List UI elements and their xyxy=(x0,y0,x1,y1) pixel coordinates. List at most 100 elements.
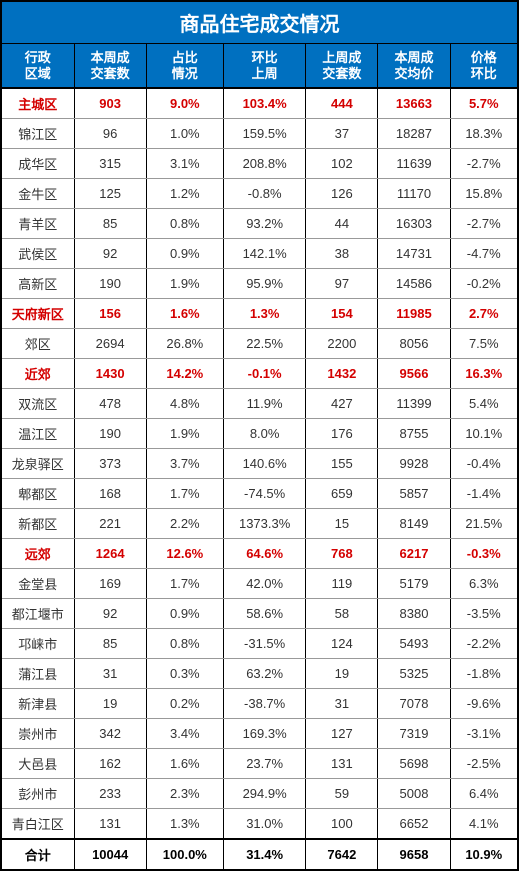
cell: 1.9% xyxy=(146,419,223,449)
cell: 崇州市 xyxy=(2,719,74,749)
cell: 1.3% xyxy=(223,299,305,329)
table-row: 金堂县1691.7%42.0%11951796.3% xyxy=(2,569,517,599)
cell: 38 xyxy=(306,239,378,269)
cell: 102 xyxy=(306,149,378,179)
cell: 14.2% xyxy=(146,359,223,389)
cell: -38.7% xyxy=(223,689,305,719)
cell: 大邑县 xyxy=(2,749,74,779)
total-cell: 10044 xyxy=(74,839,146,869)
cell: 10.1% xyxy=(450,419,517,449)
cell: 4.1% xyxy=(450,809,517,840)
col-header-4: 上周成交套数 xyxy=(306,44,378,88)
cell: 11.9% xyxy=(223,389,305,419)
table-row: 高新区1901.9%95.9%9714586-0.2% xyxy=(2,269,517,299)
cell: 武侯区 xyxy=(2,239,74,269)
cell: 93.2% xyxy=(223,209,305,239)
col-header-5: 本周成交均价 xyxy=(378,44,450,88)
cell: 1264 xyxy=(74,539,146,569)
cell: 5698 xyxy=(378,749,450,779)
cell: 郫都区 xyxy=(2,479,74,509)
cell: 19 xyxy=(74,689,146,719)
cell: 1373.3% xyxy=(223,509,305,539)
cell: 5008 xyxy=(378,779,450,809)
table-row: 远郊126412.6%64.6%7686217-0.3% xyxy=(2,539,517,569)
cell: 92 xyxy=(74,599,146,629)
cell: 郊区 xyxy=(2,329,74,359)
cell: 金堂县 xyxy=(2,569,74,599)
cell: 44 xyxy=(306,209,378,239)
table-title: 商品住宅成交情况 xyxy=(2,2,517,44)
cell: 169.3% xyxy=(223,719,305,749)
cell: 1.7% xyxy=(146,569,223,599)
cell: 5325 xyxy=(378,659,450,689)
cell: 58 xyxy=(306,599,378,629)
cell: 7.5% xyxy=(450,329,517,359)
table-row: 成华区3153.1%208.8%10211639-2.7% xyxy=(2,149,517,179)
cell: 119 xyxy=(306,569,378,599)
cell: 6652 xyxy=(378,809,450,840)
table-row: 郫都区1681.7%-74.5%6595857-1.4% xyxy=(2,479,517,509)
cell: 15.8% xyxy=(450,179,517,209)
cell: 1.9% xyxy=(146,269,223,299)
table-row: 郊区269426.8%22.5%220080567.5% xyxy=(2,329,517,359)
cell: 11985 xyxy=(378,299,450,329)
cell: 19 xyxy=(306,659,378,689)
cell: 双流区 xyxy=(2,389,74,419)
table-row: 金牛区1251.2%-0.8%1261117015.8% xyxy=(2,179,517,209)
cell: 95.9% xyxy=(223,269,305,299)
cell: 168 xyxy=(74,479,146,509)
cell: -0.8% xyxy=(223,179,305,209)
cell: 都江堰市 xyxy=(2,599,74,629)
cell: 162 xyxy=(74,749,146,779)
cell: 233 xyxy=(74,779,146,809)
cell: 温江区 xyxy=(2,419,74,449)
cell: 126 xyxy=(306,179,378,209)
total-cell: 10.9% xyxy=(450,839,517,869)
cell: 127 xyxy=(306,719,378,749)
cell: 315 xyxy=(74,149,146,179)
total-cell: 合计 xyxy=(2,839,74,869)
cell: 155 xyxy=(306,449,378,479)
col-header-0: 行政区域 xyxy=(2,44,74,88)
col-header-3: 环比上周 xyxy=(223,44,305,88)
cell: 22.5% xyxy=(223,329,305,359)
cell: 5179 xyxy=(378,569,450,599)
cell: 768 xyxy=(306,539,378,569)
cell: 1.6% xyxy=(146,299,223,329)
cell: 342 xyxy=(74,719,146,749)
cell: 169 xyxy=(74,569,146,599)
cell: 96 xyxy=(74,119,146,149)
cell: 3.1% xyxy=(146,149,223,179)
cell: 0.3% xyxy=(146,659,223,689)
cell: 31 xyxy=(74,659,146,689)
cell: 125 xyxy=(74,179,146,209)
cell: 26.8% xyxy=(146,329,223,359)
table-row: 青白江区1311.3%31.0%10066524.1% xyxy=(2,809,517,840)
cell: 31.0% xyxy=(223,809,305,840)
total-cell: 31.4% xyxy=(223,839,305,869)
cell: 8380 xyxy=(378,599,450,629)
cell: 远郊 xyxy=(2,539,74,569)
cell: 18.3% xyxy=(450,119,517,149)
cell: 6217 xyxy=(378,539,450,569)
cell: 100 xyxy=(306,809,378,840)
cell: 142.1% xyxy=(223,239,305,269)
cell: 103.4% xyxy=(223,88,305,119)
table-row: 武侯区920.9%142.1%3814731-4.7% xyxy=(2,239,517,269)
cell: 373 xyxy=(74,449,146,479)
cell: 156 xyxy=(74,299,146,329)
cell: 31 xyxy=(306,689,378,719)
cell: 159.5% xyxy=(223,119,305,149)
cell: 23.7% xyxy=(223,749,305,779)
cell: 高新区 xyxy=(2,269,74,299)
cell: -0.4% xyxy=(450,449,517,479)
cell: 天府新区 xyxy=(2,299,74,329)
cell: 锦江区 xyxy=(2,119,74,149)
cell: 1.7% xyxy=(146,479,223,509)
cell: 新都区 xyxy=(2,509,74,539)
cell: 903 xyxy=(74,88,146,119)
total-cell: 7642 xyxy=(306,839,378,869)
cell: 12.6% xyxy=(146,539,223,569)
cell: 青羊区 xyxy=(2,209,74,239)
cell: 208.8% xyxy=(223,149,305,179)
